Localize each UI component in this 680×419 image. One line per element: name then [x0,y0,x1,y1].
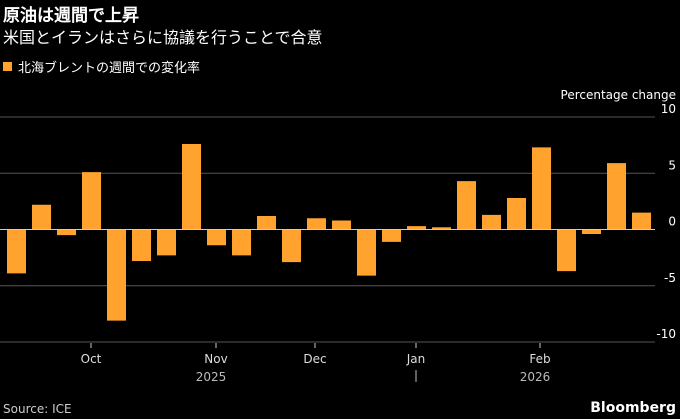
x-tick-label: Oct [81,352,102,366]
y-tick-label: -5 [664,271,676,285]
y-tick-label: 5 [668,158,676,172]
bar [107,229,126,321]
bar [7,229,26,274]
bar [382,229,401,242]
y-tick-label: -10 [656,327,676,341]
bar [282,229,301,263]
bar [157,229,176,256]
bar [207,229,226,246]
bar [407,226,426,230]
bar [257,216,276,230]
bar [82,172,101,230]
x-tick-label: Dec [303,352,326,366]
year-label: 2026 [520,370,551,384]
brand-logo: Bloomberg [590,400,676,416]
bar [582,229,601,234]
y-tick-label: 10 [661,102,676,116]
legend-swatch [3,62,12,71]
bar [457,181,476,230]
x-tick-label: Nov [204,352,227,366]
bar [482,214,501,230]
chart-title: 原油は週間で上昇 [3,6,139,26]
bar [32,204,51,230]
bar [132,229,151,261]
x-tick-label: Feb [529,352,550,366]
bar [57,229,76,236]
legend: 北海ブレントの週間での変化率 [3,57,200,76]
y-tick-label: 0 [668,215,676,229]
bar [532,147,551,230]
bar [507,198,526,230]
bar [182,144,201,230]
bar [557,229,576,272]
bar [432,227,451,230]
source-note: Source: ICE [3,402,72,416]
bar [607,163,626,230]
y-axis-label: Percentage change [561,88,676,102]
bar [307,218,326,230]
bar [232,229,251,256]
x-tick-label: Jan [406,352,426,366]
chart-subtitle: 米国とイランはさらに協議を行うことで合意 [3,28,323,47]
year-label: 2025 [196,370,227,384]
bar [632,212,651,230]
bar [357,229,376,276]
bar [332,220,351,230]
legend-label: 北海ブレントの週間での変化率 [18,61,201,76]
